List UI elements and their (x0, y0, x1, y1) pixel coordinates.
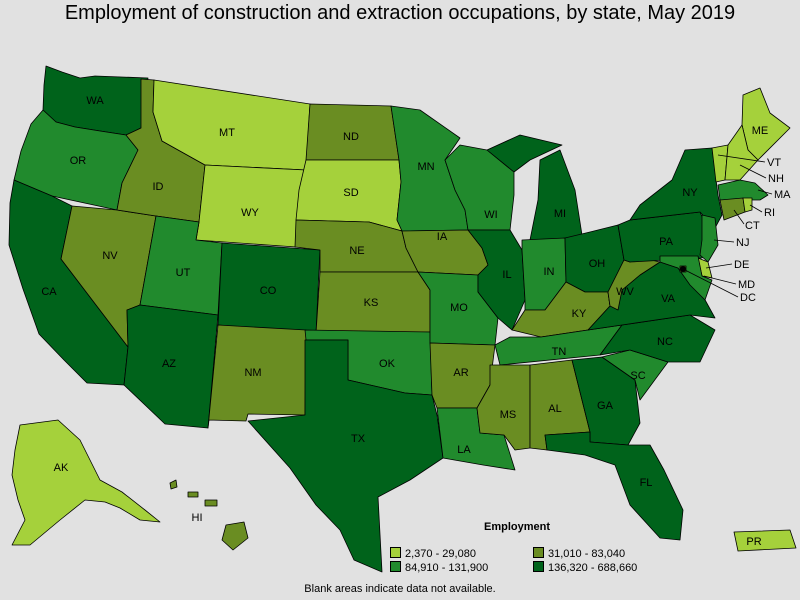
label-md: MD (738, 279, 755, 291)
legend-item-3: 84,910 - 131,900 (390, 561, 488, 574)
label-ia: IA (437, 231, 448, 243)
state-ct (719, 197, 746, 221)
label-hi: HI (192, 512, 203, 524)
label-ny: NY (682, 187, 698, 199)
label-tx: TX (351, 433, 366, 445)
label-nc: NC (657, 336, 673, 348)
legend-label-1: 2,370 - 29,080 (405, 548, 476, 560)
state-md (659, 255, 713, 301)
label-ut: UT (176, 267, 191, 279)
label-pa: PA (659, 236, 674, 248)
label-leader-lines (682, 154, 773, 298)
legend-item-4: 136,320 - 688,660 (533, 561, 637, 574)
label-wi: WI (484, 209, 497, 221)
legend-title: Employment (484, 521, 551, 533)
label-pr: PR (746, 536, 761, 548)
label-ma: MA (774, 189, 791, 201)
state-ri (742, 197, 753, 213)
label-nj: NJ (736, 237, 749, 249)
label-ar: AR (453, 367, 468, 379)
label-tn: TN (552, 346, 567, 358)
label-wa: WA (86, 95, 104, 107)
state-ak (11, 419, 161, 546)
label-mn: MN (417, 161, 434, 173)
state-ma (717, 179, 769, 201)
label-sc: SC (630, 370, 645, 382)
label-wy: WY (241, 207, 259, 219)
label-nh: NH (768, 173, 784, 185)
label-ky: KY (572, 308, 587, 320)
label-mt: MT (219, 127, 235, 139)
state-me (741, 87, 791, 161)
state-il (467, 229, 526, 331)
legend-label-4: 136,320 - 688,660 (548, 562, 638, 574)
label-dc: DC (740, 292, 756, 304)
label-ne: NE (349, 245, 364, 257)
state-nh (724, 124, 759, 181)
state-wy (195, 164, 307, 248)
label-nv: NV (102, 250, 118, 262)
legend-swatch-3 (390, 561, 401, 572)
legend-swatch-4 (533, 561, 544, 572)
label-de: DE (734, 259, 749, 271)
label-vt: VT (767, 157, 781, 169)
legend-swatch-2 (533, 547, 544, 558)
label-co: CO (260, 285, 277, 297)
label-or: OR (70, 155, 87, 167)
legend-label-2: 31,010 - 83,040 (548, 548, 626, 560)
state-pr (733, 529, 797, 552)
label-ct: CT (745, 220, 760, 232)
label-ri: RI (764, 207, 775, 219)
legend-label-3: 84,910 - 131,900 (405, 562, 489, 574)
label-ks: KS (364, 297, 379, 309)
label-va: VA (661, 293, 676, 305)
state-nj (699, 214, 719, 263)
label-al: AL (548, 403, 561, 415)
state-hi (169, 479, 249, 551)
label-az: AZ (162, 358, 176, 370)
label-nd: ND (343, 131, 359, 143)
label-sd: SD (343, 187, 358, 199)
state-tx (247, 339, 444, 573)
label-il: IL (502, 269, 511, 281)
state-fl (544, 431, 684, 541)
label-oh: OH (589, 258, 606, 270)
label-nm: NM (244, 367, 261, 379)
state-az (123, 304, 219, 429)
label-ca: CA (41, 286, 57, 298)
label-in: IN (544, 266, 555, 278)
label-la: LA (457, 444, 471, 456)
label-wv: WV (616, 286, 634, 298)
label-ms: MS (500, 409, 517, 421)
legend-swatch-1 (390, 547, 401, 558)
footnote: Blank areas indicate data not available. (304, 583, 496, 595)
map-title: Employment of construction and extractio… (64, 2, 736, 24)
label-ga: GA (597, 400, 614, 412)
state-shapes (8, 65, 797, 573)
label-me: ME (752, 125, 769, 137)
legend-item-1: 2,370 - 29,080 (390, 547, 476, 560)
dc-marker (680, 266, 686, 272)
state-wi (444, 144, 515, 231)
label-ak: AK (54, 462, 69, 474)
state-labels: WA OR CA NV ID MT WY UT AZ CO NM ND SD N… (41, 95, 791, 548)
label-mo: MO (450, 302, 468, 314)
label-fl: FL (640, 477, 653, 489)
label-ok: OK (379, 358, 396, 370)
legend-item-2: 31,010 - 83,040 (533, 547, 625, 560)
label-mi: MI (554, 208, 566, 220)
label-id: ID (153, 181, 164, 193)
